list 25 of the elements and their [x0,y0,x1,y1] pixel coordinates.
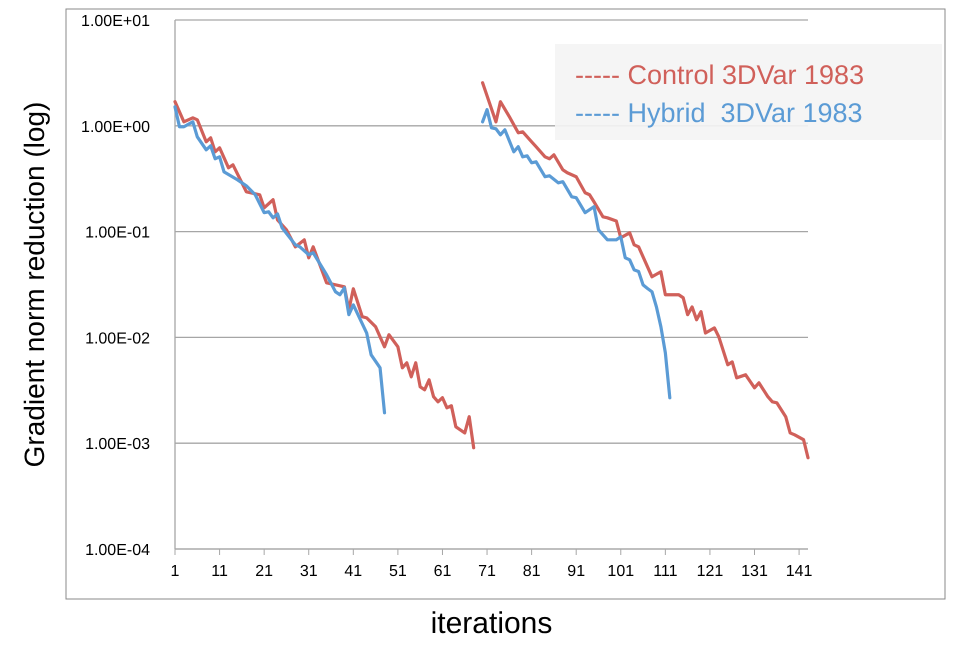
y-tick-label: 1.00E+01 [81,13,150,30]
y-axis-title: Gradient norm reduction (log) [19,102,50,468]
x-axis-title: iterations [430,607,552,640]
x-tick-label: 131 [741,563,768,580]
y-tick-label: 1.00E+00 [81,118,150,136]
y-tick-label: 1.00E-03 [85,436,150,454]
x-tick-label: 11 [211,563,228,580]
x-tick-label: 1 [170,563,180,580]
text: ----- Control 3DVar 1983 [575,60,864,90]
x-tick-label: 21 [255,563,274,580]
x-tick-label: 61 [434,563,452,580]
x-tick-label: 101 [607,563,634,580]
x-tick-label: 111 [653,563,678,580]
x-tick-label: 31 [300,563,318,580]
x-tick-label: 121 [696,563,724,580]
y-tick-label: 1.00E-04 [85,542,150,559]
y-tick-label: 1.00E-02 [85,330,150,348]
x-tick-label: 81 [522,563,541,580]
x-tick-label: 51 [388,563,407,580]
x-tick-label: 41 [344,563,362,580]
x-tick-label: 71 [478,563,496,580]
x-tick-label: 141 [786,563,813,580]
series-label: ----- Hybrid 3DVar 1983 [575,98,863,128]
x-tick-label: 91 [567,563,586,580]
y-tick-label: 1.00E-01 [85,224,150,242]
